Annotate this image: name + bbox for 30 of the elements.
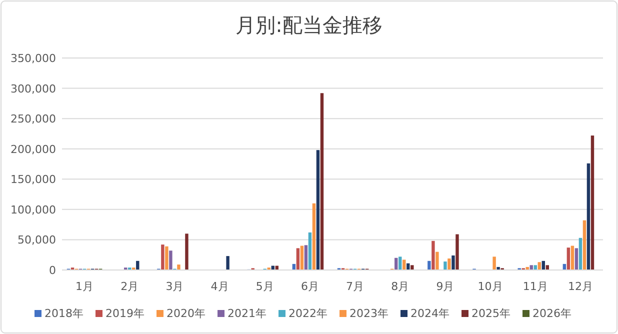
legend-label: 2020年 [166, 307, 206, 320]
y-tick-label: 0 [49, 264, 56, 277]
legend-label: 2024年 [410, 307, 450, 320]
y-tick-label: 300,000 [10, 82, 56, 96]
legend-label: 2023年 [350, 307, 388, 320]
x-tick-label: 3月 [166, 280, 184, 293]
legend-label: 2019年 [106, 307, 144, 320]
legend-label: 2021年 [228, 307, 266, 320]
x-tick-label: 1月 [76, 280, 94, 293]
x-tick-label: 2月 [120, 280, 139, 293]
x-tick-label: 8月 [391, 280, 410, 293]
legend-label: 2022年 [288, 307, 328, 320]
x-tick-label: 5月 [256, 280, 274, 293]
x-tick-label: 9月 [436, 280, 454, 293]
legend-label: 2025年 [472, 307, 510, 320]
y-tick-label: 200,000 [10, 142, 56, 156]
x-tick-label: 11月 [522, 280, 548, 293]
x-tick-label: 10月 [478, 280, 503, 293]
x-tick-label: 12月 [568, 280, 593, 293]
legend-label: 2018年 [44, 307, 84, 320]
legend-label: 2026年 [532, 307, 572, 320]
y-tick-label: 350,000 [10, 52, 56, 65]
chart-title: 月別:配当金推移 [236, 13, 382, 37]
x-tick-label: 4月 [210, 280, 229, 293]
y-tick-label: 100,000 [10, 203, 56, 216]
y-tick-label: 250,000 [10, 112, 56, 126]
x-tick-label: 6月 [300, 280, 319, 293]
y-tick-label: 50,000 [18, 234, 56, 247]
y-tick-label: 150,000 [10, 173, 56, 186]
x-tick-label: 7月 [346, 280, 364, 293]
